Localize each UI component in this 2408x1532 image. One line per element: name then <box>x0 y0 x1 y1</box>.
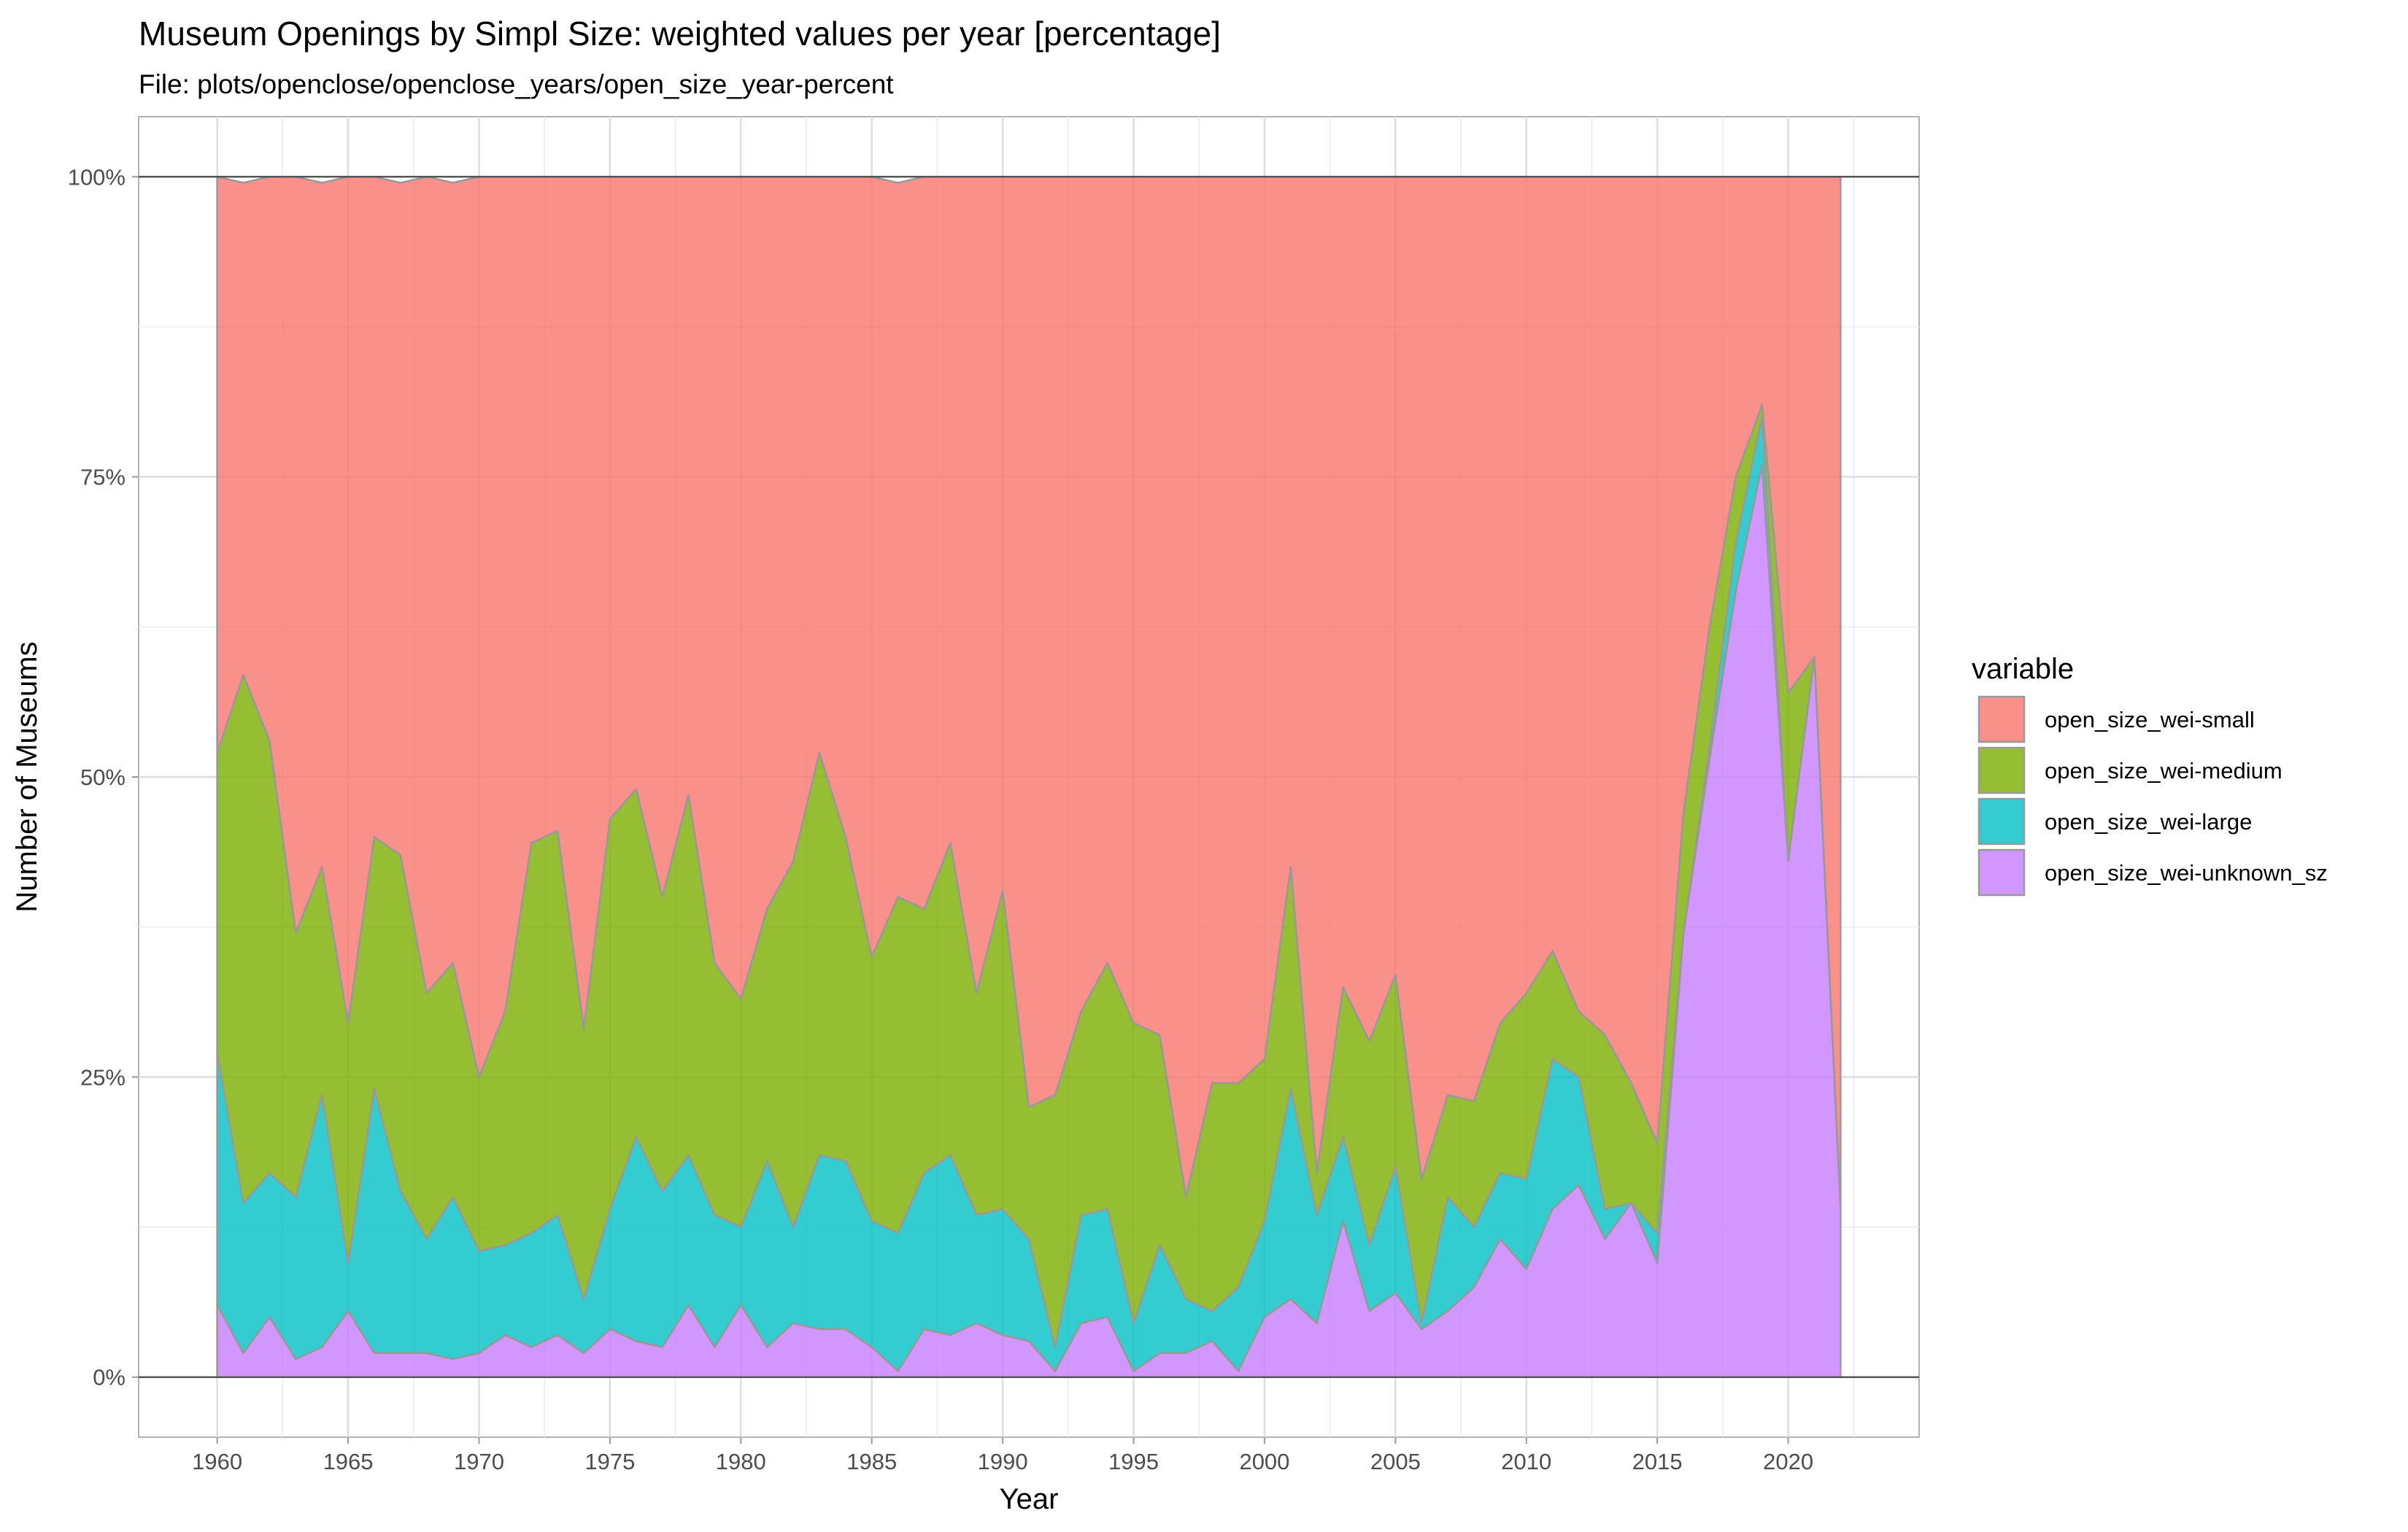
x-tick-label: 2020 <box>1763 1449 1813 1474</box>
legend-title: variable <box>1972 653 2074 685</box>
x-tick-label: 1990 <box>978 1449 1028 1474</box>
y-tick-label: 25% <box>80 1064 126 1090</box>
legend-items: open_size_wei-small open_size_wei-mediumo… <box>1977 695 2328 897</box>
legend-label-open-size-wei-medium: open_size_wei-medium <box>2045 758 2282 784</box>
legend: variable open_size_wei-smallopen_size_we… <box>1972 653 2328 897</box>
x-tick-label: 2015 <box>1632 1449 1683 1474</box>
legend-label-open-size-wei-small: open_size_wei-small <box>2045 707 2255 732</box>
y-tick-label: 0% <box>93 1365 126 1390</box>
x-tick-label: 1975 <box>584 1449 635 1474</box>
x-axis-ticks: 1960 1965 1970 1975 1980 1985 1990 1995 2000 2005… <box>192 1437 1813 1474</box>
x-tick-label: 1985 <box>846 1449 897 1474</box>
stacked-areas <box>216 176 1842 1378</box>
x-tick-label: 1970 <box>454 1449 504 1474</box>
legend-swatch-open-size-wei-unknown-sz <box>1977 848 2026 897</box>
legend-swatch-open-size-wei-medium <box>1977 746 2026 794</box>
x-tick-label: 1965 <box>323 1449 374 1474</box>
x-axis-title: Year <box>1000 1483 1059 1515</box>
legend-swatch-open-size-wei-large <box>1977 797 2026 846</box>
legend-label-open-size-wei-large: open_size_wei-large <box>2045 809 2252 835</box>
y-axis-ticks: 0% 25% 50% 75% 100% <box>68 164 139 1390</box>
y-axis-title: Number of Museums <box>11 641 43 912</box>
x-tick-label: 2005 <box>1370 1449 1421 1474</box>
y-tick-label: 50% <box>80 765 126 790</box>
x-tick-label: 1960 <box>192 1449 242 1474</box>
legend-label-open-size-wei-unknown-sz: open_size_wei-unknown_sz <box>2045 860 2328 886</box>
y-tick-label: 75% <box>80 465 126 490</box>
reference-lines <box>139 176 1919 1378</box>
chart-title: Museum Openings by Simpl Size: weighted … <box>139 15 1221 53</box>
x-tick-label: 2010 <box>1501 1449 1551 1474</box>
legend-swatch-open-size-wei-small <box>1977 695 2026 743</box>
x-tick-label: 2000 <box>1239 1449 1289 1474</box>
y-tick-label: 100% <box>68 164 126 190</box>
x-tick-label: 1995 <box>1108 1449 1159 1474</box>
chart-subtitle: File: plots/openclose/openclose_years/op… <box>139 69 894 99</box>
x-tick-label: 1980 <box>716 1449 766 1474</box>
